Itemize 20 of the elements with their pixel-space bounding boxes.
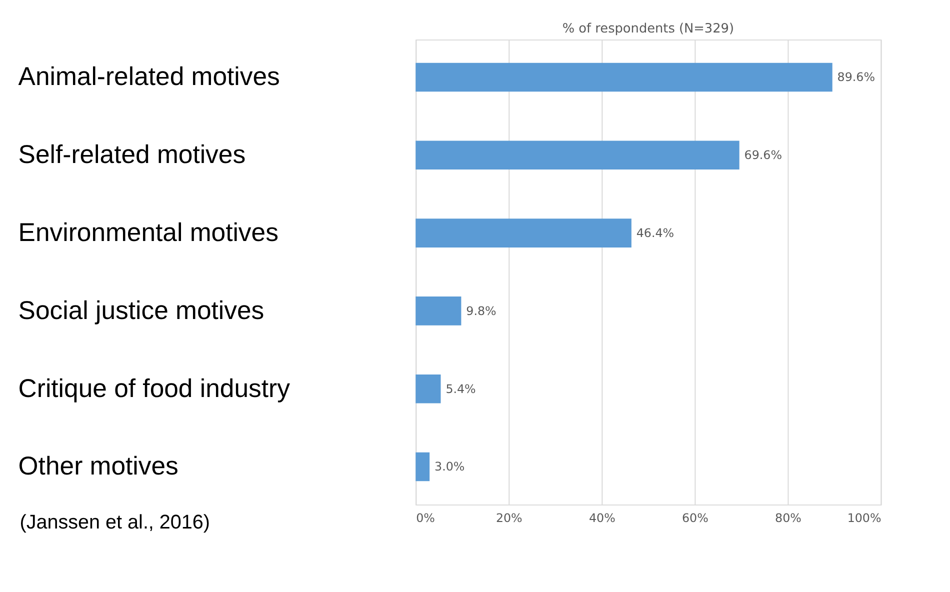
y-tick-label: Other motives [18, 452, 178, 481]
x-tick-label: 40% [588, 510, 616, 525]
y-tick-label: Animal-related motives [18, 63, 280, 92]
data-label: 5.4% [446, 382, 476, 396]
data-label: 9.8% [466, 304, 496, 318]
x-tick-label: 80% [775, 510, 802, 525]
x-tick-label: 100% [847, 510, 882, 525]
text: (Janssen et al., 2016) [20, 511, 210, 534]
y-tick-label: Critique of food industry [18, 374, 290, 403]
data-label: 69.6% [744, 148, 782, 162]
x-tick-label: 20% [496, 510, 522, 525]
x-tick-label: 0% [416, 510, 435, 525]
data-label: 89.6% [837, 70, 875, 84]
data-label: 3.0% [434, 460, 465, 474]
chart-title: % of respondents (N=329) [562, 22, 734, 37]
data-label: 46.4% [636, 226, 674, 240]
x-tick-label: 60% [682, 510, 708, 525]
y-tick-label: Self-related motives [18, 141, 246, 170]
y-tick-label: Social justice motives [18, 296, 264, 325]
y-tick-label: Environmental motives [18, 218, 278, 247]
